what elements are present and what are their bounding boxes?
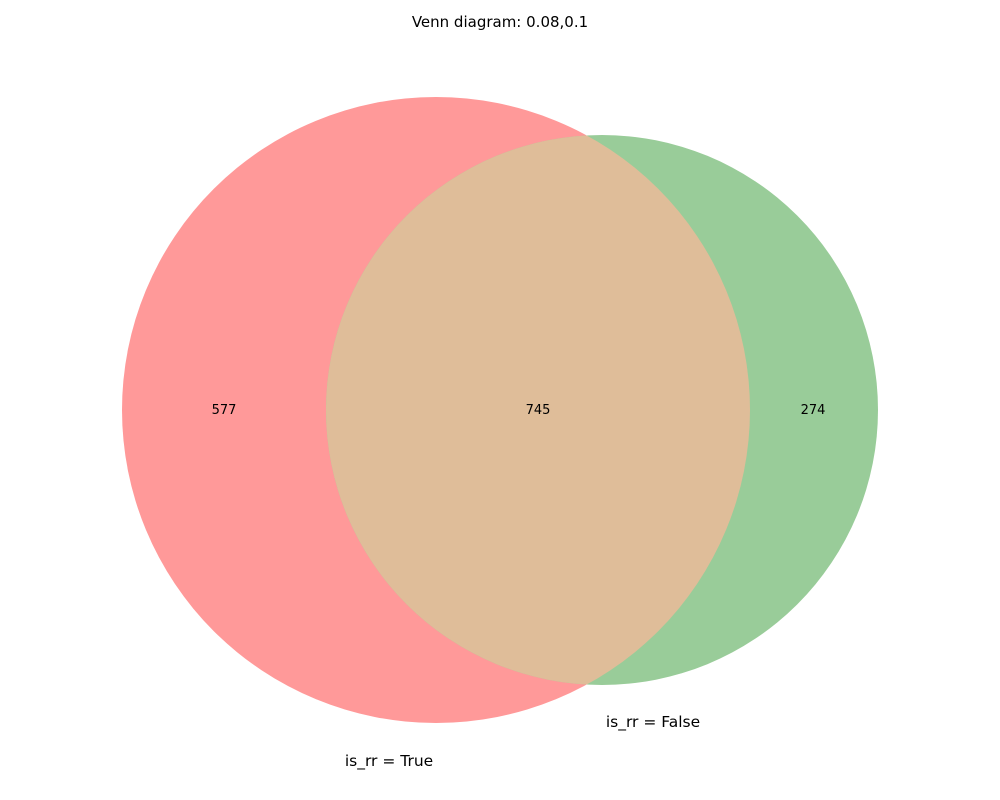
only-b-count: 274 (801, 403, 826, 418)
set-b-label: is_rr = False (606, 713, 700, 732)
diagram-title: Venn diagram: 0.08,0.1 (412, 13, 588, 31)
intersection-count: 745 (526, 403, 551, 418)
only-a-count: 577 (212, 403, 237, 418)
set-a-label: is_rr = True (345, 752, 433, 771)
